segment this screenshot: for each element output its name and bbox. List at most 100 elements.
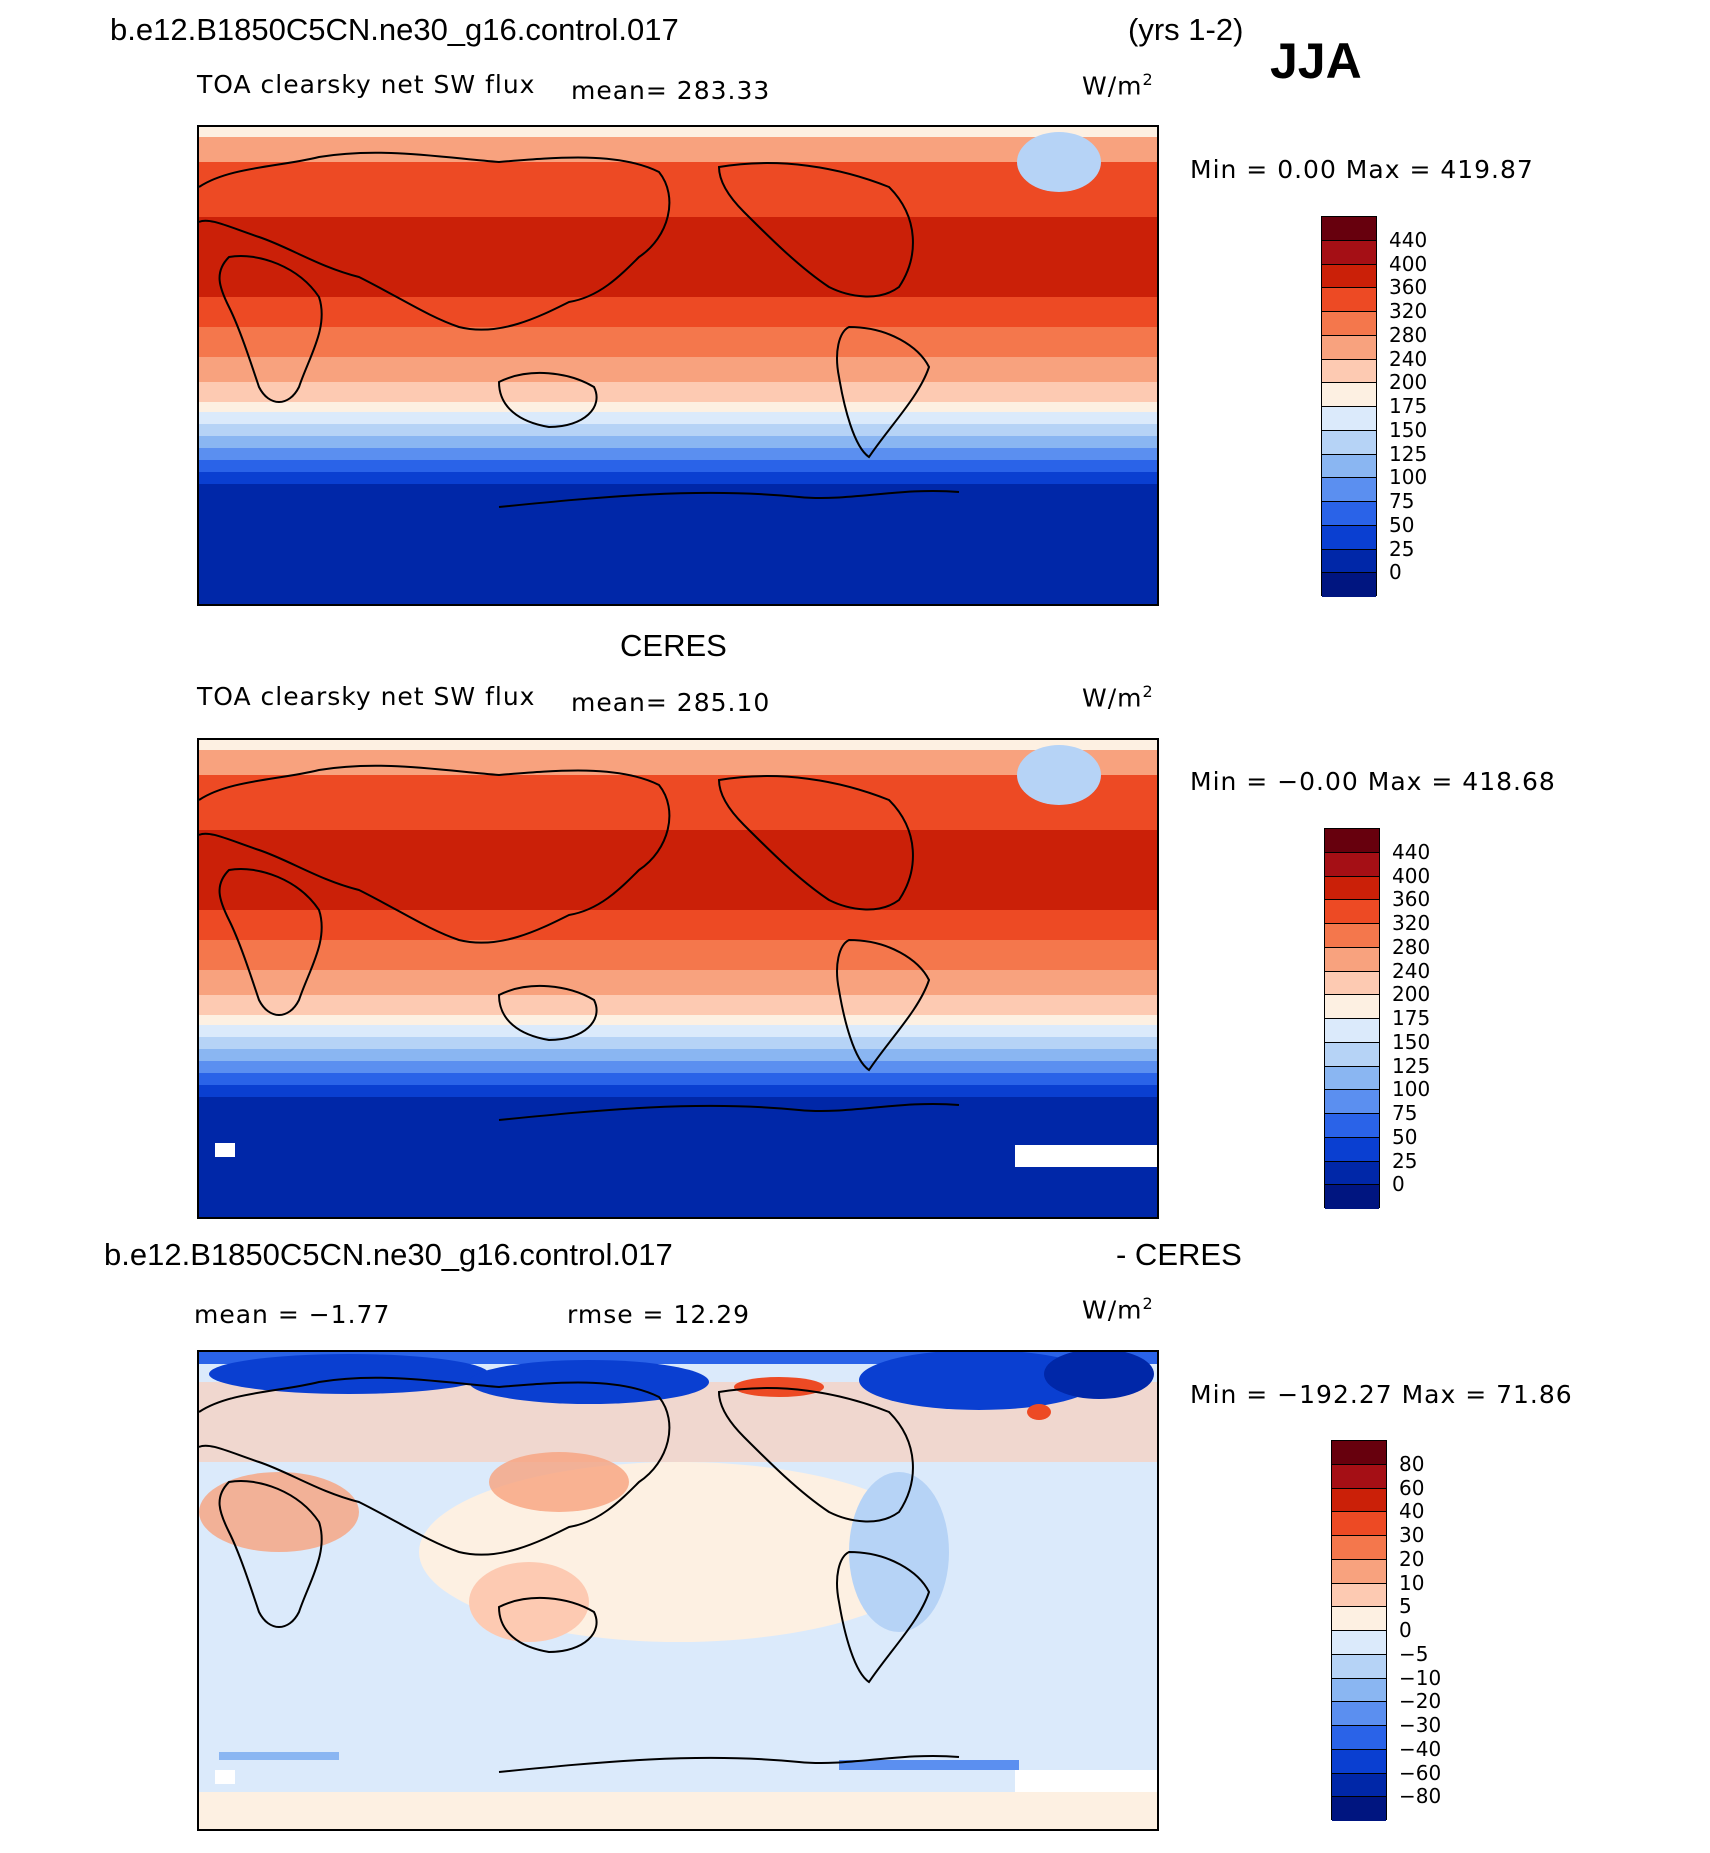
colorbar-tick-label: 100 [1389, 465, 1428, 490]
colorbar-tick-label: 50 [1392, 1124, 1418, 1149]
colorbar-swatch [1322, 383, 1376, 407]
panel3-unit: W/m2 [1082, 1294, 1154, 1325]
panel2-unit: W/m2 [1082, 682, 1154, 713]
panel3-map [197, 1350, 1159, 1831]
colorbar-tick-label: 5 [1399, 1594, 1412, 1619]
colorbar-swatch [1332, 1654, 1386, 1679]
panel3-title-right: - CERES [1116, 1237, 1242, 1272]
colorbar-tick-label: 280 [1389, 322, 1428, 347]
colorbar-swatch [1325, 947, 1379, 972]
colorbar-swatch [1322, 240, 1376, 265]
colorbar-swatch [1322, 335, 1376, 360]
colorbar-tick-label: 25 [1392, 1148, 1418, 1173]
panel2-colorbar [1324, 828, 1380, 1209]
colorbar-swatch [1332, 1536, 1386, 1560]
colorbar-swatch [1325, 1185, 1379, 1209]
colorbar-tick-label: 200 [1389, 370, 1428, 395]
colorbar-tick-label: 0 [1389, 560, 1402, 585]
panel2-stats: Min = −0.00 Max = 418.68 [1190, 767, 1556, 796]
colorbar-swatch [1322, 573, 1376, 597]
colorbar-swatch [1322, 264, 1376, 289]
panel3-stats: Min = −192.27 Max = 71.86 [1190, 1380, 1573, 1409]
panel2-mean: mean= 285.10 [571, 688, 771, 717]
colorbar-swatch [1332, 1583, 1386, 1608]
panel1-unit: W/m2 [1082, 70, 1154, 101]
panel1-variable: TOA clearsky net SW flux [197, 70, 536, 99]
panel1-map [197, 125, 1159, 606]
colorbar-swatch [1322, 359, 1376, 384]
panel3-map-svg [199, 1352, 1157, 1829]
colorbar-tick-label: 20 [1399, 1546, 1425, 1571]
colorbar-swatch [1322, 217, 1376, 241]
colorbar-tick-label: 60 [1399, 1475, 1425, 1500]
colorbar-tick-label: 30 [1399, 1523, 1425, 1547]
panel1-stats: Min = 0.00 Max = 419.87 [1190, 155, 1534, 184]
colorbar-swatch [1332, 1488, 1386, 1513]
panel3-title-left: b.e12.B1850C5CN.ne30_g16.control.017 [104, 1237, 673, 1272]
colorbar-tick-label: 40 [1399, 1499, 1425, 1524]
colorbar-swatch [1322, 430, 1376, 455]
colorbar-swatch [1332, 1797, 1386, 1821]
colorbar-swatch [1325, 1137, 1379, 1162]
colorbar-tick-label: 320 [1389, 299, 1428, 323]
colorbar-swatch [1332, 1631, 1386, 1655]
colorbar-swatch [1332, 1678, 1386, 1703]
colorbar-tick-label: −30 [1399, 1713, 1442, 1737]
colorbar-swatch [1332, 1726, 1386, 1750]
colorbar-tick-label: 400 [1392, 863, 1431, 888]
colorbar-tick-label: 440 [1392, 839, 1431, 864]
panel3-rmse: rmse = 12.29 [567, 1300, 751, 1329]
colorbar-swatch [1325, 1090, 1379, 1114]
colorbar-tick-label: −60 [1399, 1760, 1442, 1785]
years-label: (yrs 1-2) [1128, 12, 1244, 47]
colorbar-tick-label: 125 [1392, 1053, 1431, 1078]
colorbar-tick-label: −5 [1399, 1641, 1429, 1666]
colorbar-tick-label: 320 [1392, 911, 1431, 935]
colorbar-tick-label: 50 [1389, 512, 1415, 537]
colorbar-tick-label: −20 [1399, 1689, 1442, 1714]
colorbar-tick-label: 25 [1389, 536, 1415, 561]
colorbar-tick-label: −80 [1399, 1784, 1442, 1809]
colorbar-swatch [1325, 852, 1379, 877]
colorbar-tick-label: 240 [1392, 958, 1431, 983]
colorbar-swatch [1332, 1702, 1386, 1726]
case-title: b.e12.B1850C5CN.ne30_g16.control.017 [110, 12, 679, 47]
colorbar-tick-label: 0 [1392, 1172, 1405, 1197]
panel3-colorbar [1331, 1440, 1387, 1821]
panel1-mean: mean= 283.33 [571, 76, 771, 105]
colorbar-swatch [1325, 995, 1379, 1019]
panel2-map [197, 738, 1159, 1219]
colorbar-tick-label: 75 [1392, 1101, 1418, 1125]
colorbar-swatch [1325, 1114, 1379, 1138]
colorbar-swatch [1332, 1441, 1386, 1465]
panel3-mean: mean = −1.77 [194, 1300, 391, 1329]
colorbar-swatch [1332, 1512, 1386, 1536]
panel1-colorbar [1321, 216, 1377, 597]
colorbar-swatch [1325, 924, 1379, 948]
colorbar-tick-label: 150 [1389, 417, 1428, 442]
colorbar-tick-label: 175 [1392, 1006, 1431, 1030]
colorbar-swatch [1322, 525, 1376, 550]
panel2-title: CERES [620, 628, 727, 663]
colorbar-swatch [1322, 502, 1376, 526]
colorbar-tick-label: −10 [1399, 1665, 1442, 1690]
colorbar-tick-label: 75 [1389, 489, 1415, 513]
colorbar-swatch [1332, 1464, 1386, 1489]
colorbar-swatch [1322, 312, 1376, 336]
season-label: JJA [1270, 33, 1362, 89]
colorbar-swatch [1332, 1559, 1386, 1584]
colorbar-swatch [1322, 549, 1376, 574]
colorbar-swatch [1325, 876, 1379, 901]
colorbar-swatch [1325, 1019, 1379, 1043]
colorbar-swatch [1322, 288, 1376, 312]
colorbar-tick-label: 400 [1389, 251, 1428, 276]
colorbar-tick-label: 10 [1399, 1570, 1425, 1595]
colorbar-swatch [1332, 1773, 1386, 1798]
colorbar-tick-label: 360 [1389, 275, 1428, 300]
colorbar-tick-label: 280 [1392, 934, 1431, 959]
colorbar-tick-label: 240 [1389, 346, 1428, 371]
colorbar-tick-label: 175 [1389, 394, 1428, 418]
colorbar-swatch [1322, 407, 1376, 431]
colorbar-swatch [1322, 454, 1376, 479]
colorbar-swatch [1322, 478, 1376, 502]
